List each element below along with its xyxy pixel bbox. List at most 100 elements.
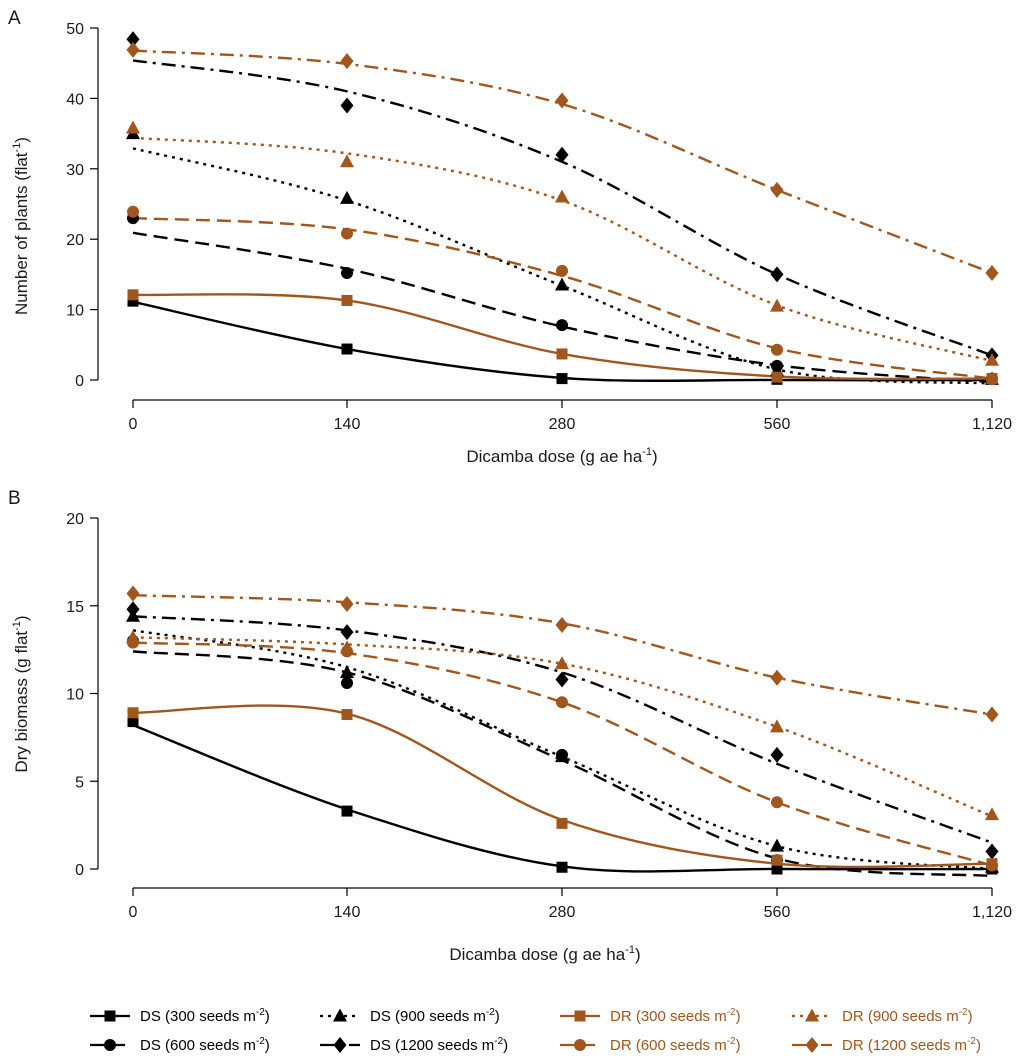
legend-marker-ds300 xyxy=(104,1010,116,1022)
panel-b-x-tick-label: 1,120 xyxy=(972,904,1012,921)
legend-label-ds600: DS (600 seeds m-2) xyxy=(140,1036,270,1054)
panel-b-y-axis: 0 5 10 15 20 xyxy=(66,511,99,879)
legend-item-ds300: DS (300 seeds m-2) xyxy=(90,1007,270,1025)
panel-b-y-tick-label: 10 xyxy=(66,687,84,704)
panel-b-point-dr900 xyxy=(340,640,354,654)
legend-item-ds600: DS (600 seeds m-2) xyxy=(90,1036,270,1054)
panel-b-point-dr1200 xyxy=(555,617,569,634)
panel-a-curve-ds600 xyxy=(132,231,993,384)
legend-item-ds1200: DS (1200 seeds m-2) xyxy=(320,1036,508,1054)
panel-a-x-tick-label: 1,120 xyxy=(972,416,1012,433)
panel-a-point-ds1200 xyxy=(340,97,354,114)
panel-b-curve-dr1200 xyxy=(132,594,993,716)
legend-marker-ds600 xyxy=(104,1039,116,1051)
panel-a-point-dr900 xyxy=(555,189,569,203)
panel-b-point-dr1200 xyxy=(126,585,140,602)
panel-a-y-tick-label: 20 xyxy=(66,232,84,249)
panel-a-label: A xyxy=(8,8,21,29)
legend-item-dr900: DR (900 seeds m-2) xyxy=(792,1007,973,1025)
panel-a-x-axis: 0 140 280 560 1,120 xyxy=(129,399,1012,433)
panel-b-x-tick-label: 560 xyxy=(764,904,791,921)
panel-a-point-dr1200 xyxy=(340,53,354,70)
panel-a-point-dr1200 xyxy=(770,181,784,198)
panel-a-point-dr300 xyxy=(127,289,139,301)
panel-b-point-ds1200 xyxy=(126,601,140,618)
legend-marker-dr1200 xyxy=(805,1037,819,1053)
legend-label-dr1200: DR (1200 seeds m-2) xyxy=(842,1036,981,1054)
panel-a-point-ds300 xyxy=(556,373,568,385)
legend-marker-dr600 xyxy=(574,1039,586,1051)
panel-b-point-dr900 xyxy=(770,719,784,733)
panel-a-point-dr600 xyxy=(341,227,353,240)
panel-a-curve-dr300 xyxy=(132,293,993,381)
panel-b-x-tick-label: 140 xyxy=(334,904,361,921)
panel-a-point-dr600 xyxy=(556,264,568,277)
panel-b-point-dr300 xyxy=(556,817,568,829)
panel-a-point-dr900 xyxy=(126,120,140,134)
panel-b-x-axis: 0 140 280 560 1,120 xyxy=(129,887,1012,921)
panel-a-point-ds1200 xyxy=(126,31,140,48)
panel-b-point-dr300 xyxy=(771,854,783,866)
panel-a-y-tick-label: 40 xyxy=(66,91,84,108)
panel-a-point-ds1200 xyxy=(555,146,569,163)
legend-item-dr300: DR (300 seeds m-2) xyxy=(560,1007,741,1025)
panel-b-point-dr900 xyxy=(555,656,569,670)
panel-a-y-tick-label: 10 xyxy=(66,303,84,320)
panel-b-curves xyxy=(132,594,993,878)
panel-a-point-dr300 xyxy=(556,348,568,360)
panel-a-x-tick-label: 560 xyxy=(764,416,791,433)
legend-label-ds300: DS (300 seeds m-2) xyxy=(140,1007,270,1025)
panel-b: B 0 5 10 15 20 0 140 280 560 1,120 Dry biomass (… xyxy=(8,488,1012,964)
panel-a-point-dr600 xyxy=(771,343,783,356)
panel-a-point-ds600 xyxy=(556,319,568,332)
panel-b-y-tick-label: 5 xyxy=(75,774,84,791)
panel-a-point-ds900 xyxy=(340,190,354,204)
panel-a-y-tick-label: 50 xyxy=(66,21,84,38)
legend-marker-dr300 xyxy=(574,1010,586,1022)
panel-b-point-dr600 xyxy=(556,696,568,709)
panel-a-point-dr1200 xyxy=(555,92,569,109)
panel-b-point-ds900 xyxy=(770,838,784,852)
legend-marker-dr900 xyxy=(805,1008,819,1022)
panel-b-point-ds300 xyxy=(341,805,353,817)
panel-a-point-dr900 xyxy=(985,352,999,366)
panel-b-point-ds300 xyxy=(771,863,783,875)
panel-a-point-dr600 xyxy=(986,373,998,386)
panel-a-point-dr1200 xyxy=(126,41,140,58)
panel-b-y-tick-label: 0 xyxy=(75,862,84,879)
panel-a-y-axis: 0 10 20 30 40 50 xyxy=(66,21,99,390)
panel-b-point-dr300 xyxy=(127,707,139,719)
panel-a-point-dr300 xyxy=(341,294,353,306)
panel-b-point-dr900 xyxy=(985,807,999,821)
legend-label-dr900: DR (900 seeds m-2) xyxy=(842,1007,973,1025)
panel-a-y-tick-label: 0 xyxy=(75,373,84,390)
panel-b-point-ds900 xyxy=(555,749,569,763)
panel-a-point-ds600 xyxy=(341,266,353,279)
panel-b-point-ds300 xyxy=(127,716,139,728)
panel-b-point-dr600 xyxy=(771,796,783,809)
panel-b-y-tick-label: 20 xyxy=(66,511,84,528)
panel-a-point-dr300 xyxy=(771,371,783,383)
panel-b-curve-ds300 xyxy=(132,723,993,873)
panel-b-point-dr900 xyxy=(126,629,140,643)
panel-b-curve-ds1200 xyxy=(132,615,993,844)
panel-b-points xyxy=(126,585,999,875)
panel-a-curve-ds300 xyxy=(132,300,993,382)
panel-b-point-dr1200 xyxy=(340,595,354,612)
panel-b-curve-dr600 xyxy=(132,641,993,867)
panel-b-point-dr600 xyxy=(986,859,998,872)
legend-label-ds1200: DS (1200 seeds m-2) xyxy=(370,1036,508,1054)
legend-marker-ds1200 xyxy=(333,1037,347,1053)
panel-a: A 0 10 20 30 40 50 0 140 280 560 1,120 Number of … xyxy=(8,8,1012,466)
legend-label-dr600: DR (600 seeds m-2) xyxy=(610,1036,741,1054)
legend-item-ds900: DS (900 seeds m-2) xyxy=(320,1007,500,1025)
panel-a-point-ds1200 xyxy=(770,266,784,283)
panel-b-point-ds1200 xyxy=(770,746,784,763)
legend-item-dr1200: DR (1200 seeds m-2) xyxy=(792,1036,981,1054)
panel-a-x-tick-label: 280 xyxy=(549,416,576,433)
panel-a-point-dr600 xyxy=(127,205,139,218)
panel-a-x-tick-label: 0 xyxy=(129,416,138,433)
panel-a-x-axis-title: Dicamba dose (g ae ha-1) xyxy=(466,446,657,466)
panel-b-label: B xyxy=(8,488,21,509)
